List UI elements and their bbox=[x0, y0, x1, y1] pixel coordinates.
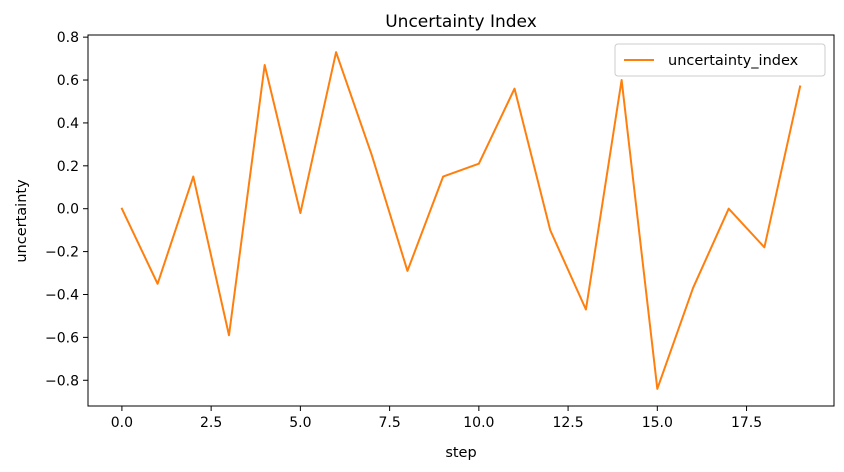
y-axis-title: uncertainty bbox=[14, 179, 30, 263]
x-tick-label: 7.5 bbox=[378, 415, 400, 431]
legend: uncertainty_index bbox=[614, 43, 826, 77]
x-axis: 0.0 2.5 5.0 7.5 10.0 12.5 15.0 17.5 bbox=[111, 406, 762, 431]
y-tick-label: 0.2 bbox=[57, 159, 79, 175]
plot-area bbox=[87, 34, 835, 407]
legend-label-uncertainty-index: uncertainty_index bbox=[668, 53, 799, 69]
y-tick-label: −0.2 bbox=[45, 245, 79, 261]
y-tick-label: 0.4 bbox=[57, 116, 79, 132]
y-tick-label: −0.6 bbox=[45, 330, 79, 346]
y-tick-label: 0.6 bbox=[57, 73, 79, 89]
legend-box bbox=[614, 43, 826, 77]
y-tick-label: 0.8 bbox=[57, 30, 79, 46]
x-tick-label: 12.5 bbox=[552, 415, 583, 431]
y-tick-label: −0.4 bbox=[45, 287, 79, 303]
x-tick-label: 10.0 bbox=[463, 415, 494, 431]
x-tick-label: 15.0 bbox=[642, 415, 673, 431]
x-tick-label: 5.0 bbox=[289, 415, 311, 431]
series-layer bbox=[120, 51, 802, 390]
plot-frame bbox=[87, 34, 835, 407]
chart-title: Uncertainty Index bbox=[385, 12, 537, 32]
x-tick-label: 2.5 bbox=[200, 415, 222, 431]
y-tick-label: −0.8 bbox=[45, 373, 79, 389]
y-tick-label: 0.0 bbox=[57, 202, 79, 218]
x-axis-title: step bbox=[445, 445, 476, 461]
y-axis: 0.8 0.6 0.4 0.2 0.0 −0.2 −0.4 −0.6 −0.8 bbox=[45, 30, 88, 389]
x-tick-label: 0.0 bbox=[111, 415, 133, 431]
x-tick-label: 17.5 bbox=[731, 415, 762, 431]
series-line-uncertainty-index bbox=[120, 51, 802, 390]
